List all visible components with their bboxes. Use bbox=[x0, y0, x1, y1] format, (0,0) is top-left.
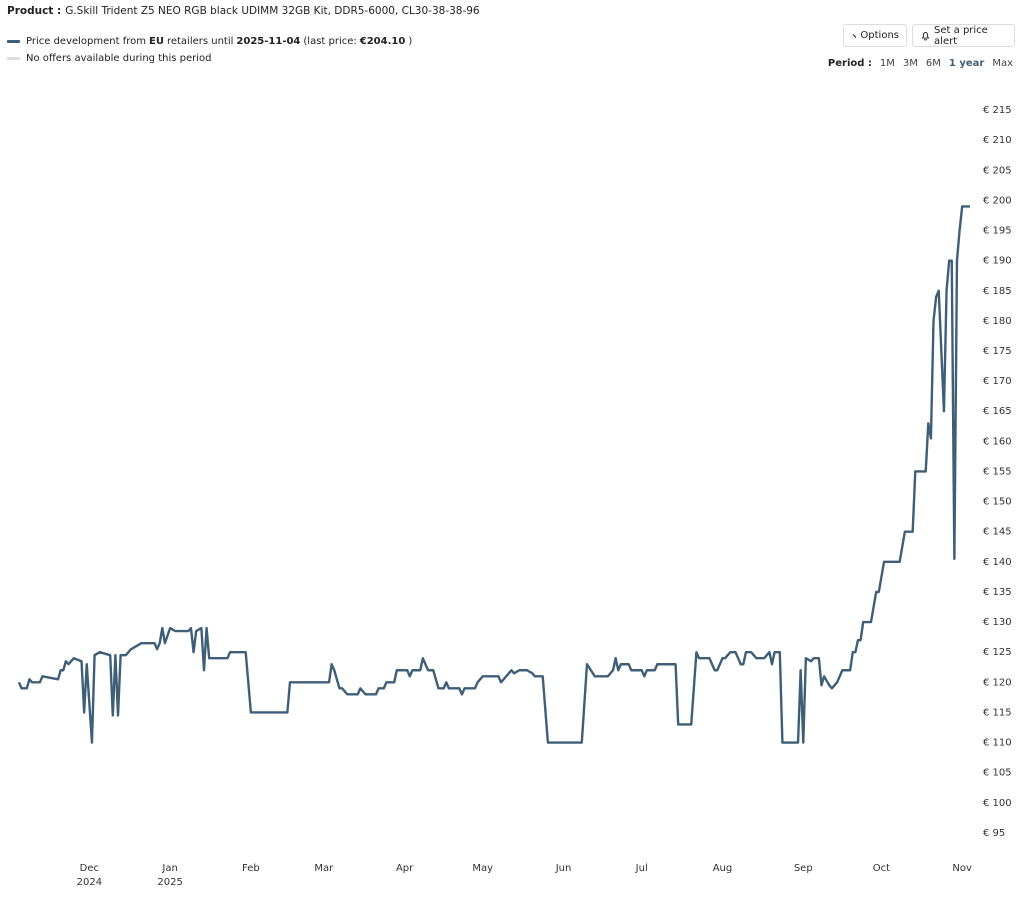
button-label: Options bbox=[860, 30, 899, 41]
x-tick-label: Jan bbox=[161, 863, 177, 874]
y-tick-label: € 195 bbox=[983, 226, 1012, 237]
y-tick-label: € 135 bbox=[983, 587, 1012, 598]
y-tick-label: € 170 bbox=[983, 376, 1012, 387]
period-option[interactable]: 1 year bbox=[948, 58, 985, 69]
period-option[interactable]: 6M bbox=[925, 58, 941, 69]
y-tick-label: € 110 bbox=[983, 738, 1012, 749]
bell-icon bbox=[921, 32, 930, 41]
price-line bbox=[17, 205, 970, 744]
y-tick-label: € 95 bbox=[983, 828, 1005, 839]
y-tick-label: € 215 bbox=[983, 105, 1012, 116]
x-tick-label: Aug bbox=[713, 863, 733, 874]
legend-text: €204.10 bbox=[359, 36, 406, 47]
x-tick-label: Apr bbox=[396, 863, 414, 874]
chevron-icon bbox=[852, 33, 857, 38]
y-tick-label: € 155 bbox=[983, 466, 1012, 477]
y-tick-label: € 160 bbox=[983, 436, 1012, 447]
y-tick-label: € 100 bbox=[983, 798, 1012, 809]
y-tick-label: € 175 bbox=[983, 346, 1012, 357]
legend-text: No offers available during this period bbox=[26, 53, 212, 64]
y-tick-label: € 190 bbox=[983, 256, 1012, 267]
y-tick-label: € 125 bbox=[983, 647, 1012, 658]
legend-text: EU bbox=[149, 36, 164, 47]
y-tick-label: € 105 bbox=[983, 768, 1012, 779]
y-tick-label: € 145 bbox=[983, 527, 1012, 538]
period-label: Period : bbox=[827, 58, 872, 69]
legend-swatch bbox=[7, 40, 20, 43]
x-tick-label: Oct bbox=[873, 863, 890, 874]
period-option[interactable]: Max bbox=[992, 58, 1013, 69]
period-option[interactable]: 1M bbox=[879, 58, 895, 69]
y-tick-label: € 185 bbox=[983, 286, 1012, 297]
x-tick-label: Dec bbox=[80, 863, 99, 874]
y-tick-label: € 205 bbox=[983, 165, 1012, 176]
product-name: G.Skill Trident Z5 NEO RGB black UDIMM 3… bbox=[65, 5, 480, 17]
y-tick-label: € 180 bbox=[983, 316, 1012, 327]
y-tick-label: € 140 bbox=[983, 557, 1012, 568]
x-tick-label: Jul bbox=[635, 863, 648, 874]
legend-swatch bbox=[7, 57, 20, 60]
y-tick-label: € 150 bbox=[983, 497, 1012, 508]
options-button[interactable]: Options bbox=[843, 24, 907, 47]
legend-text: (last price: bbox=[303, 36, 357, 47]
x-tick-label: Feb bbox=[242, 863, 260, 874]
legend-item: No offers available during this period bbox=[7, 53, 214, 64]
y-tick-label: € 120 bbox=[983, 677, 1012, 688]
legend-text: retailers until bbox=[166, 36, 234, 47]
x-tick-year: 2025 bbox=[157, 877, 182, 888]
y-tick-label: € 200 bbox=[983, 195, 1012, 206]
legend-text: ) bbox=[408, 36, 413, 47]
button-label: Set a price alert bbox=[934, 24, 988, 47]
x-tick-label: Jun bbox=[555, 863, 572, 874]
price-alert-button[interactable]: Set a price alert bbox=[912, 24, 1015, 47]
product-label: Product : bbox=[7, 5, 62, 17]
period-option[interactable]: 3M bbox=[902, 58, 918, 69]
y-tick-label: € 210 bbox=[983, 135, 1012, 146]
legend-item: Price development from EU retailers until 2… bbox=[7, 36, 415, 47]
x-tick-label: Mar bbox=[314, 863, 334, 874]
legend-text: 2025-11-04 bbox=[236, 36, 301, 47]
legend-text: Price development from bbox=[26, 36, 146, 47]
y-tick-label: € 165 bbox=[983, 406, 1012, 417]
header: Product : G.Skill Trident Z5 NEO RGB blac… bbox=[7, 5, 480, 17]
y-tick-label: € 130 bbox=[983, 617, 1012, 628]
period-selector: Period : 1M 3M 6M 1 year Max bbox=[828, 58, 1013, 69]
x-tick-label: May bbox=[472, 863, 493, 874]
x-tick-label: Sep bbox=[794, 863, 813, 874]
y-tick-label: € 115 bbox=[983, 707, 1012, 718]
x-tick-label: Nov bbox=[952, 863, 972, 874]
x-tick-year: 2024 bbox=[77, 877, 102, 888]
